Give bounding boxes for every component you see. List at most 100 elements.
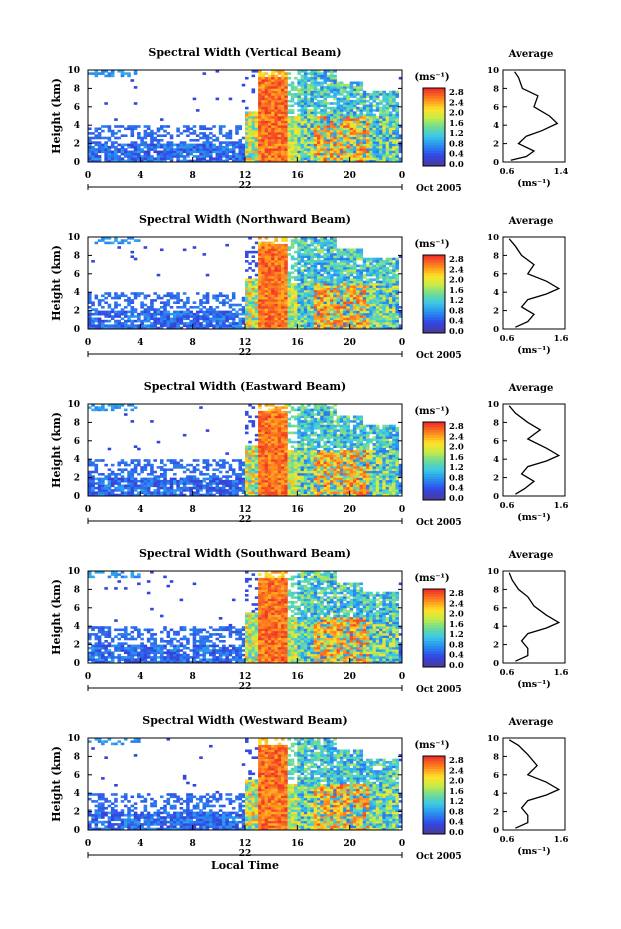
heatmap-cell <box>228 322 233 325</box>
heatmap-cell <box>284 315 288 318</box>
heatmap-cell <box>199 479 203 483</box>
heatmap-cell <box>143 489 148 492</box>
heatmap-cell <box>349 299 354 302</box>
heatmap-cell <box>287 104 292 108</box>
heatmap-cell <box>323 248 328 252</box>
heatmap-cell <box>313 148 318 151</box>
heatmap-cell <box>330 273 334 277</box>
heatmap-cell <box>316 127 321 131</box>
heatmap-cell <box>339 285 344 288</box>
heatmap-cell <box>150 326 154 330</box>
heatmap-cell <box>225 301 229 304</box>
heatmap-cell <box>199 159 203 163</box>
heatmap-cell <box>97 148 102 151</box>
heatmap-cell <box>316 104 321 108</box>
heatmap-cell <box>369 296 373 300</box>
heatmap-cell <box>280 243 285 247</box>
heatmap-cell <box>97 486 102 490</box>
heatmap-cell <box>284 127 288 131</box>
heatmap-cell <box>369 273 373 277</box>
heatmap-cell <box>287 143 292 147</box>
heatmap-cell <box>264 143 269 147</box>
heatmap-cell <box>375 155 380 158</box>
heatmap-cell <box>215 148 220 151</box>
heatmap-cell <box>326 132 331 135</box>
heatmap-cell <box>97 159 102 163</box>
heatmap-cell <box>251 127 256 131</box>
heatmap-cell <box>297 250 301 254</box>
heatmap-cell <box>326 134 331 137</box>
heatmap-cell <box>366 285 370 288</box>
heatmap-cell <box>330 120 334 124</box>
heatmap-cell <box>349 315 354 318</box>
heatmap-cell <box>336 120 341 124</box>
heatmap-cell <box>366 157 370 160</box>
heatmap-cell <box>316 132 321 135</box>
heatmap-cell <box>235 129 239 133</box>
heatmap-cells <box>88 70 403 163</box>
heatmap-cell <box>261 76 265 80</box>
colorbar-segment <box>423 95 445 99</box>
heatmap-cell <box>326 296 331 300</box>
heatmap-cell <box>333 157 337 160</box>
heatmap-cell <box>218 470 223 474</box>
heatmap-cell <box>88 324 92 327</box>
heatmap-cell <box>352 301 357 304</box>
heatmap-cell <box>385 287 390 291</box>
heatmap-cell <box>274 83 279 87</box>
heatmap-cell <box>339 118 344 121</box>
heatmap-cell <box>261 120 265 124</box>
heatmap-cell <box>156 134 161 137</box>
heatmap-cell <box>248 266 252 270</box>
heatmap-cell <box>166 491 171 494</box>
heatmap-cell <box>186 486 190 490</box>
heatmap-cell <box>382 157 386 160</box>
heatmap-cell <box>123 486 128 490</box>
colorbar-segment <box>423 116 445 120</box>
heatmap-cell <box>297 312 301 316</box>
heatmap-cell <box>372 143 377 147</box>
heatmap-cell <box>290 132 295 135</box>
heatmap-cell <box>192 145 197 149</box>
heatmap-cell <box>195 326 200 330</box>
heatmap-cell <box>300 294 305 298</box>
heatmap-cell <box>261 122 265 126</box>
y-tick-label: 10 <box>67 233 80 243</box>
heatmap-cell <box>140 148 144 151</box>
heatmap-cell <box>349 152 354 156</box>
heatmap-cell <box>169 493 174 497</box>
heatmap-cell <box>346 113 350 117</box>
heatmap-cell <box>169 317 174 321</box>
heatmap-cell <box>294 276 298 279</box>
heatmap-cell <box>313 97 318 101</box>
heatmap-cell <box>372 150 377 154</box>
heatmap-cell <box>313 324 318 327</box>
heatmap-cell <box>163 315 167 318</box>
heatmap-cell <box>356 143 360 147</box>
heatmap-cell <box>369 287 373 291</box>
heatmap-cell <box>294 159 298 163</box>
heatmap-cell <box>313 301 318 304</box>
heatmap-cell <box>156 157 161 160</box>
heatmap-cell <box>346 324 350 327</box>
heatmap-cell <box>320 132 324 135</box>
heatmap-cell <box>356 308 360 311</box>
heatmap-cell <box>316 239 321 242</box>
heatmap-cell <box>140 139 144 142</box>
heatmap-cell <box>379 157 383 160</box>
heatmap-cell <box>94 136 99 140</box>
heatmap-cell <box>330 83 334 87</box>
heatmap-cell <box>310 326 314 330</box>
heatmap-cell <box>195 324 200 327</box>
heatmap-cell <box>120 404 125 407</box>
heatmap-cell <box>385 113 390 117</box>
heatmap-cell <box>303 319 308 323</box>
x-tick-label: 0 <box>85 171 91 181</box>
colorbar-title: (ms⁻¹) <box>414 239 449 250</box>
heatmap-cell <box>143 310 148 314</box>
heatmap-cell <box>303 306 308 309</box>
heatmap-cell <box>123 324 128 327</box>
heatmap-cell <box>388 299 393 302</box>
heatmap-cell <box>372 159 377 163</box>
heatmap-cell <box>159 134 164 137</box>
